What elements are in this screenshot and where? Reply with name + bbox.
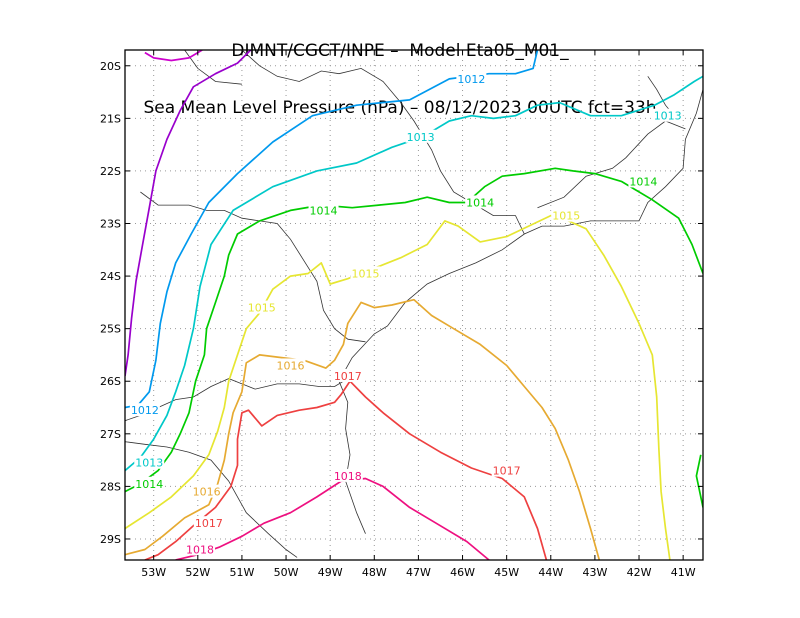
- isobar-label: 1017: [334, 370, 362, 383]
- isobar-1010: [144, 50, 203, 62]
- y-tick-label: 28S: [100, 480, 121, 493]
- isobar-1017: [144, 380, 548, 560]
- isobar-lines: [125, 50, 703, 560]
- x-tick-label: 41W: [671, 566, 696, 579]
- isobar-label-bg: [185, 542, 216, 556]
- isobar-label: 1014: [135, 478, 163, 491]
- y-tick-label: 25S: [100, 323, 121, 336]
- isobar-labels: 1012 1012 1013 1013 1013 1014 1014 1014 1014 1015…: [129, 71, 683, 556]
- isobar-label: 1013: [135, 457, 163, 470]
- isobar-label-bg: [332, 368, 363, 382]
- axis-ticks: 53W 52W 51W 50W 49W 48W 47W 46W 45W 44W 43W 42W 41W 2…: [100, 50, 703, 579]
- x-tick-label: 47W: [406, 566, 431, 579]
- isobar-label: 1016: [276, 359, 304, 372]
- border-line: [537, 120, 686, 209]
- isobar-label-bg: [129, 403, 160, 417]
- isobar-label-bg: [193, 516, 224, 530]
- y-tick-label: 23S: [100, 218, 121, 231]
- x-tick-label: 51W: [229, 566, 254, 579]
- border-line: [338, 87, 703, 534]
- isobar-label-bg: [332, 468, 363, 482]
- isobar-label: 1013: [407, 131, 435, 144]
- y-tick-label: 21S: [100, 112, 121, 125]
- isobar-1015: [125, 214, 671, 560]
- x-tick-label: 50W: [274, 566, 299, 579]
- isobar-1012: [125, 50, 539, 409]
- isobar-1014: [125, 167, 703, 493]
- isobar-1016: [125, 298, 601, 560]
- isobar-1014: [695, 454, 703, 508]
- isobar-label-bg: [465, 195, 496, 209]
- title-line-1: DIMNT/CGCT/INPE – Model Eta05_M01_: [231, 41, 569, 61]
- isobar-label-bg: [405, 129, 436, 143]
- lat-lon-grid: [125, 50, 703, 560]
- isobar-label-bg: [134, 476, 165, 490]
- isobar-label-bg: [246, 300, 277, 314]
- y-tick-label: 29S: [100, 533, 121, 546]
- isobar-label-bg: [551, 208, 582, 222]
- isobar-label: 1018: [334, 470, 362, 483]
- isobar-label-bg: [191, 484, 222, 498]
- isobar-label: 1014: [466, 196, 494, 209]
- isobar-label: 1015: [552, 210, 580, 223]
- isobar-label: 1017: [195, 517, 223, 530]
- y-tick-label: 20S: [100, 60, 121, 73]
- isobar-label-bg: [456, 71, 487, 85]
- x-tick-label: 46W: [450, 566, 475, 579]
- x-tick-label: 45W: [494, 566, 519, 579]
- isobar-label-bg: [308, 203, 339, 217]
- border-line: [140, 191, 366, 343]
- isobar-label-bg: [275, 358, 306, 372]
- isobar-label: 1015: [248, 302, 276, 315]
- isobar-label: 1014: [310, 204, 338, 217]
- x-tick-label: 52W: [185, 566, 210, 579]
- y-tick-label: 26S: [100, 375, 121, 388]
- isobar-label: 1012: [131, 404, 159, 417]
- isobar-label-bg: [491, 463, 522, 477]
- x-tick-label: 44W: [538, 566, 563, 579]
- isobar-label: 1017: [493, 465, 521, 478]
- isobar-label-bg: [350, 266, 381, 280]
- x-tick-label: 53W: [141, 566, 166, 579]
- isobar-1013: [125, 75, 703, 472]
- isobar-label-bg: [628, 174, 659, 188]
- isobar-label-bg: [134, 455, 165, 469]
- isobar-label: 1013: [654, 110, 682, 123]
- y-tick-label: 27S: [100, 428, 121, 441]
- plot-frame: [124, 49, 704, 561]
- x-tick-label: 43W: [582, 566, 607, 579]
- isobar-label: 1014: [629, 175, 657, 188]
- border-line: [125, 441, 298, 558]
- isobar-label: 1015: [351, 267, 379, 280]
- y-tick-label: 24S: [100, 270, 121, 283]
- x-tick-label: 42W: [627, 566, 652, 579]
- x-tick-label: 48W: [362, 566, 387, 579]
- isobar-1011: [125, 50, 252, 377]
- isobar-label: 1018: [186, 543, 214, 556]
- isobar-label-bg: [652, 108, 683, 122]
- border-line: [184, 50, 242, 85]
- isobar-label: 1016: [193, 486, 221, 499]
- y-tick-label: 22S: [100, 165, 121, 178]
- x-tick-label: 49W: [318, 566, 343, 579]
- isobar-1018: [175, 477, 490, 560]
- isobar-label: 1012: [457, 73, 485, 86]
